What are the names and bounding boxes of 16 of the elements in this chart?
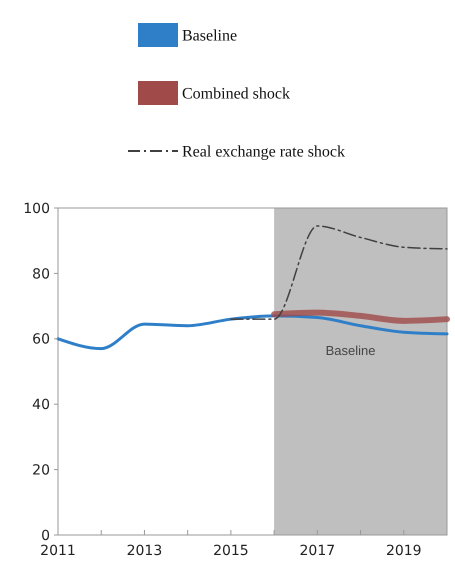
x-tick-label: 2011 xyxy=(40,543,76,559)
annotation: Baseline xyxy=(326,343,376,358)
y-tick-label: 20 xyxy=(32,462,50,478)
legend-label: Real exchange rate shock xyxy=(182,144,346,161)
legend-label: Combined shock xyxy=(182,86,290,103)
y-tick-label: 60 xyxy=(32,332,50,348)
x-tick-label: 2017 xyxy=(300,543,336,559)
y-tick-label: 40 xyxy=(32,397,50,414)
y-tick-label: 0 xyxy=(41,528,50,544)
x-tick-label: 2019 xyxy=(386,543,422,559)
line-series xyxy=(230,225,448,320)
y-tick-label: 100 xyxy=(23,200,50,217)
y-tick-label: 80 xyxy=(32,266,50,282)
legend-label: Baseline xyxy=(182,28,238,45)
x-tick-label: 2015 xyxy=(213,543,249,559)
x-tick-label: 2013 xyxy=(126,543,162,559)
